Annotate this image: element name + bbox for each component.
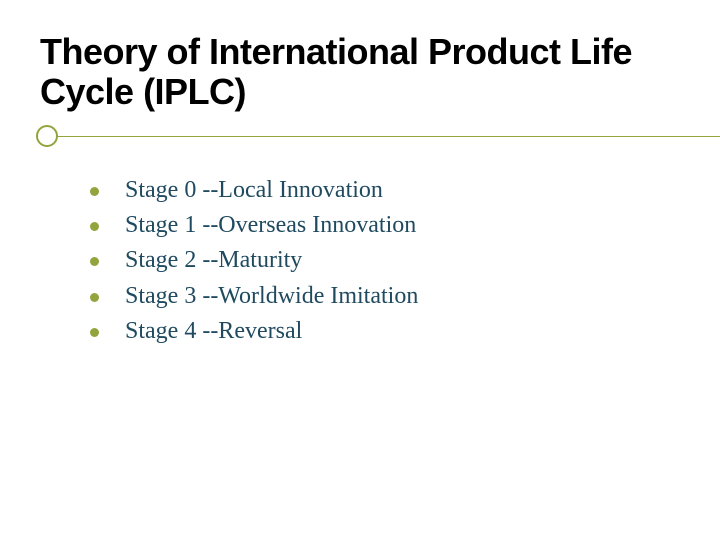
slide: Theory of International Product Life Cyc… [0,0,720,540]
bullet-list: Stage 0 --Local Innovation Stage 1 --Ove… [90,175,650,351]
list-item: Stage 1 --Overseas Innovation [90,210,650,241]
underline-line [57,136,720,137]
slide-title: Theory of International Product Life Cyc… [40,32,680,111]
bullet-icon [90,222,99,231]
list-item: Stage 4 --Reversal [90,316,650,347]
bullet-text: Stage 0 --Local Innovation [125,175,383,206]
title-underline [0,125,720,149]
bullet-icon [90,293,99,302]
bullet-icon [90,257,99,266]
bullet-text: Stage 2 --Maturity [125,245,302,276]
bullet-icon [90,328,99,337]
underline-circle-icon [36,125,58,147]
list-item: Stage 2 --Maturity [90,245,650,276]
list-item: Stage 3 --Worldwide Imitation [90,281,650,312]
bullet-text: Stage 4 --Reversal [125,316,302,347]
list-item: Stage 0 --Local Innovation [90,175,650,206]
bullet-text: Stage 3 --Worldwide Imitation [125,281,418,312]
bullet-text: Stage 1 --Overseas Innovation [125,210,416,241]
bullet-icon [90,187,99,196]
